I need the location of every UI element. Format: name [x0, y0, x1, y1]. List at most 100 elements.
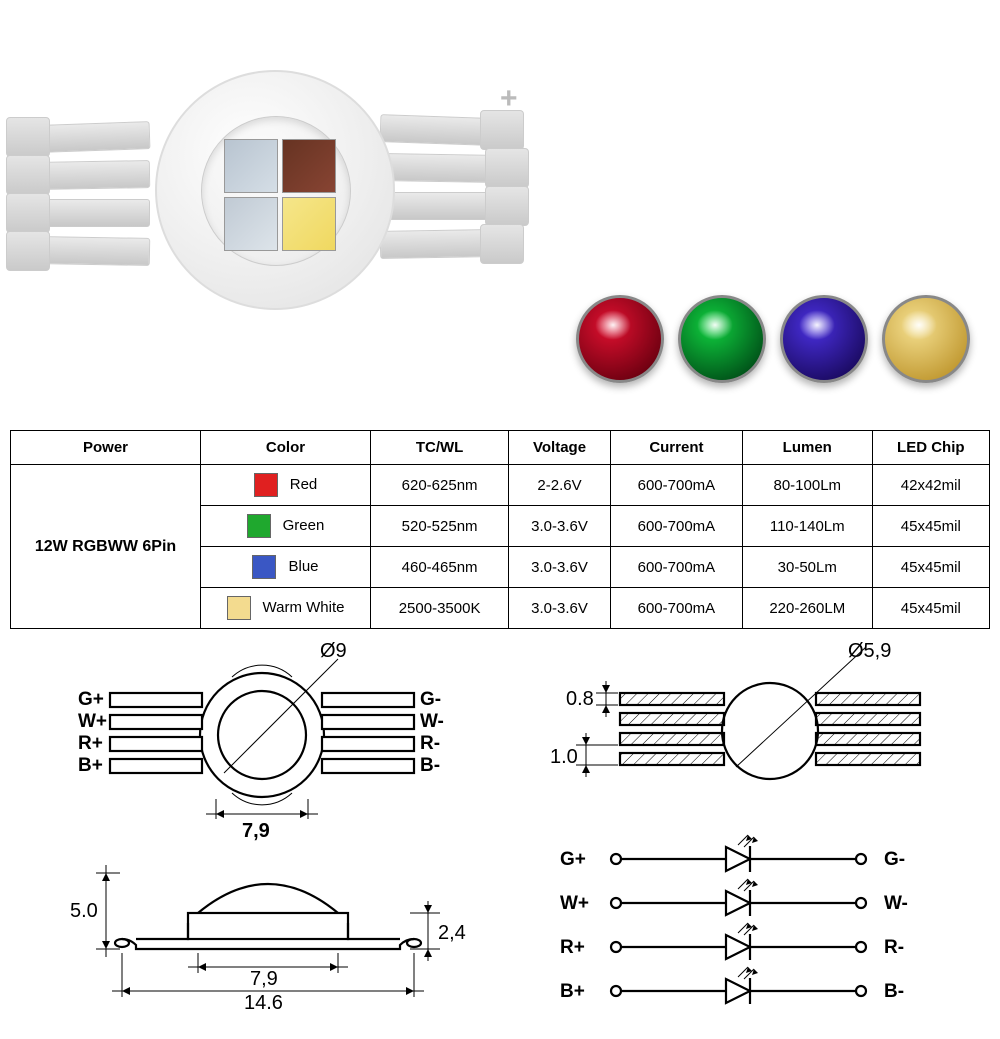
svg-text:G+: G+	[560, 849, 586, 870]
th-voltage: Voltage	[509, 431, 611, 465]
pin-right	[385, 192, 495, 220]
cell-curr: 600-700mA	[610, 506, 742, 547]
color-balls	[576, 295, 970, 383]
th-color: Color	[201, 431, 371, 465]
led-die	[282, 197, 336, 251]
pin-label: W-	[420, 711, 444, 732]
color-swatch	[227, 596, 251, 620]
svg-text:R+: R+	[560, 937, 585, 958]
color-swatch	[252, 555, 276, 579]
pin-label: G-	[420, 689, 441, 710]
th-tcwl: TC/WL	[371, 431, 509, 465]
color-cell: Warm White	[201, 588, 371, 629]
cell-chip: 45x45mil	[872, 506, 989, 547]
pin-tip	[6, 231, 50, 271]
top-view-diagram: Ø9 G+ W+ R+ B+ G- W- R- B- 7,9	[20, 639, 480, 849]
schematic-channel: G+ G-	[560, 835, 905, 872]
th-current: Current	[610, 431, 742, 465]
svg-text:B-: B-	[884, 981, 904, 1002]
dim-pin-thick: 0.8	[566, 688, 594, 710]
spec-table: Power Color TC/WL Voltage Current Lumen …	[10, 430, 990, 629]
svg-text:W-: W-	[884, 893, 908, 914]
bottom-diagrams: Ø9 G+ W+ R+ B+ G- W- R- B- 7,9	[0, 639, 1000, 1039]
cell-curr: 600-700mA	[610, 465, 742, 506]
pin-tip	[6, 193, 50, 233]
svg-text:R-: R-	[884, 937, 904, 958]
pin-tip	[485, 186, 529, 226]
cell-lumen: 110-140Lm	[742, 506, 872, 547]
dim-dome: 2,4	[438, 922, 466, 944]
pin-label: B-	[420, 755, 440, 776]
pin-right	[385, 153, 495, 183]
led-die	[224, 139, 278, 193]
pin-tip	[480, 224, 524, 264]
svg-text:W+: W+	[560, 893, 589, 914]
pin-tip	[480, 110, 524, 150]
color-ball-warmwhite	[882, 295, 970, 383]
pin-right	[380, 114, 491, 146]
cell-curr: 600-700mA	[610, 547, 742, 588]
power-cell: 12W RGBWW 6Pin	[11, 465, 201, 629]
color-swatch	[247, 514, 271, 538]
cell-chip: 45x45mil	[872, 547, 989, 588]
schematic-channel: B+ B-	[560, 967, 904, 1004]
pin-tip	[6, 117, 50, 157]
cell-chip: 45x45mil	[872, 588, 989, 629]
cell-volt: 2-2.6V	[509, 465, 611, 506]
dim-height: 5.0	[70, 900, 98, 922]
cell-chip: 42x42mil	[872, 465, 989, 506]
color-ball-red	[576, 295, 664, 383]
dim-total: 14.6	[244, 992, 283, 1014]
side-view-diagram: 5.0 2,4 7,9 14.6	[40, 849, 480, 1019]
pin-right	[380, 229, 490, 259]
schematic-channel: R+ R-	[560, 923, 904, 960]
cell-volt: 3.0-3.6V	[509, 588, 611, 629]
color-name: Warm White	[263, 599, 345, 616]
led-die	[224, 197, 278, 251]
led-body-inner	[201, 116, 351, 266]
cell-tcwl: 460-465nm	[371, 547, 509, 588]
cell-tcwl: 2500-3500K	[371, 588, 509, 629]
th-power: Power	[11, 431, 201, 465]
dim-body-width: 7,9	[242, 820, 270, 842]
table-row: 12W RGBWW 6PinRed620-625nm2-2.6V600-700m…	[11, 465, 990, 506]
color-ball-blue	[780, 295, 868, 383]
cell-lumen: 30-50Lm	[742, 547, 872, 588]
svg-text:G-: G-	[884, 849, 905, 870]
color-cell: Blue	[201, 547, 371, 588]
color-name: Green	[283, 517, 325, 534]
pin-tip	[6, 155, 50, 195]
pin-left	[40, 199, 150, 227]
led-die	[282, 139, 336, 193]
cell-volt: 3.0-3.6V	[509, 506, 611, 547]
cell-tcwl: 520-525nm	[371, 506, 509, 547]
schematic-diagram: G+ G- W+ W- R+ R-	[540, 829, 980, 1029]
pin-left	[40, 121, 151, 153]
led-3d-render: +	[60, 10, 490, 390]
th-lumen: Lumen	[742, 431, 872, 465]
cell-lumen: 220-260LM	[742, 588, 872, 629]
dim-lens: 7,9	[250, 968, 278, 990]
color-name: Red	[290, 476, 318, 493]
dim-diameter: Ø9	[320, 640, 347, 662]
schematic-channel: W+ W-	[560, 879, 908, 916]
cell-volt: 3.0-3.6V	[509, 547, 611, 588]
color-cell: Red	[201, 465, 371, 506]
led-body-outer	[155, 70, 395, 310]
cell-lumen: 80-100Lm	[742, 465, 872, 506]
dim-pin-diameter: Ø5,9	[848, 640, 891, 662]
color-swatch	[254, 473, 278, 497]
pin-label: W+	[78, 711, 107, 732]
pin-label: R-	[420, 733, 440, 754]
color-cell: Green	[201, 506, 371, 547]
color-name: Blue	[288, 558, 318, 575]
pin-tip	[485, 148, 529, 188]
cell-tcwl: 620-625nm	[371, 465, 509, 506]
pin-left	[40, 236, 150, 266]
table-header-row: Power Color TC/WL Voltage Current Lumen …	[11, 431, 990, 465]
color-ball-green	[678, 295, 766, 383]
cell-curr: 600-700mA	[610, 588, 742, 629]
table-body: 12W RGBWW 6PinRed620-625nm2-2.6V600-700m…	[11, 465, 990, 629]
svg-text:B+: B+	[560, 981, 585, 1002]
pin-label: R+	[78, 733, 103, 754]
